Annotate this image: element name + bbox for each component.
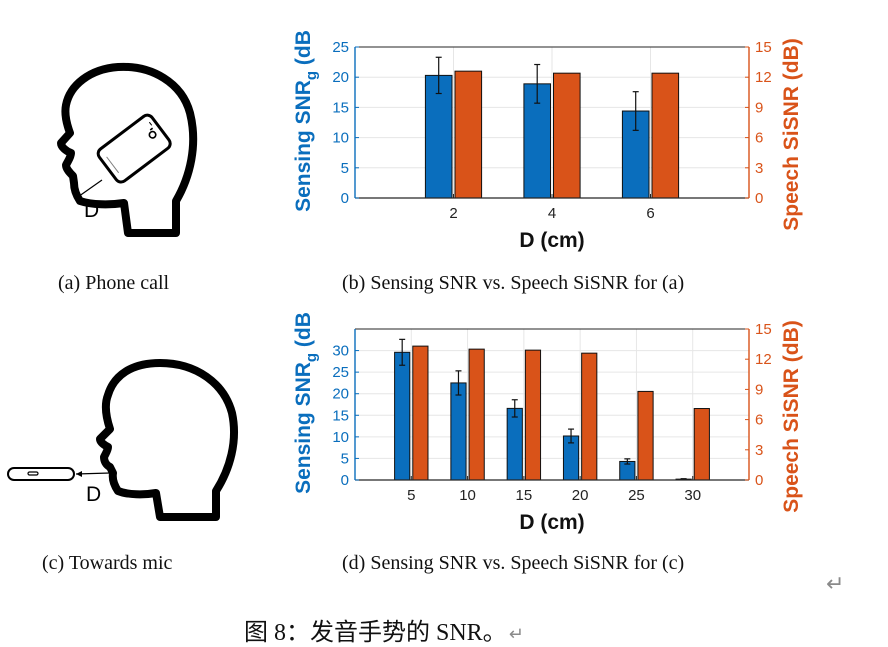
- caption-d: (d) Sensing SNR vs. Speech SiSNR for (c): [342, 552, 685, 574]
- distance-label: D: [84, 199, 99, 222]
- x-tick-label: 15: [516, 487, 533, 504]
- distance-marker: [74, 179, 103, 200]
- figure-caption-text: 图 8：发音手势的 SNR。: [244, 620, 507, 646]
- x-tick-label: 30: [684, 487, 701, 504]
- x-tick-label: 5: [407, 487, 415, 504]
- y-right-tick-label: 3: [755, 160, 763, 177]
- sensing-snr-bar: [424, 74, 453, 199]
- speech-sisnr-bar: [553, 72, 581, 199]
- speech-sisnr-bar: [651, 72, 680, 199]
- y-left-axis-label: Sensing SNRg (dB): [292, 312, 320, 494]
- y-left-tick-label: 20: [332, 69, 349, 86]
- y-left-tick-label: 20: [332, 386, 349, 403]
- y-right-tick-label: 12: [755, 69, 772, 86]
- y-right-tick-label: 9: [755, 381, 763, 398]
- return-mark-icon: ↵: [826, 572, 845, 597]
- x-tick-label: 4: [548, 205, 556, 222]
- x-tick-label: 25: [628, 487, 645, 504]
- sensing-snr-bar: [450, 382, 467, 481]
- x-axis-label: D (cm): [519, 229, 584, 252]
- y-right-tick-label: 6: [755, 412, 763, 429]
- y-left-tick-label: 10: [332, 130, 349, 147]
- y-right-tick-label: 12: [755, 351, 772, 368]
- y-right-tick-label: 15: [755, 321, 772, 338]
- speech-sisnr-bar: [637, 390, 654, 481]
- arrow-head-icon: [76, 471, 82, 477]
- head-outline-icon: [57, 62, 198, 237]
- head-outline-icon: [96, 359, 238, 521]
- y-left-tick-label: 0: [341, 472, 349, 489]
- x-axis-label: D (cm): [519, 511, 584, 534]
- y-left-tick-label: 25: [332, 364, 349, 381]
- speech-sisnr-bar: [581, 352, 598, 481]
- speech-sisnr-bar: [524, 349, 542, 481]
- return-mark-icon: ↵: [508, 624, 524, 645]
- speech-sisnr-bar: [468, 348, 485, 481]
- y-left-tick-label: 10: [332, 429, 349, 446]
- y-left-tick-label: 15: [332, 99, 349, 116]
- x-tick-label: 20: [572, 487, 589, 504]
- caption-a: (a) Phone call: [58, 272, 170, 294]
- y-right-axis-label: Speech SiSNR (dB): [780, 320, 803, 513]
- x-tick-label: 6: [646, 205, 654, 222]
- y-left-tick-label: 30: [332, 343, 349, 360]
- speech-sisnr-bar: [693, 408, 710, 481]
- y-right-tick-label: 9: [755, 99, 763, 116]
- phone-call-illustration: D: [57, 62, 198, 237]
- phone-icon: [96, 113, 172, 184]
- caption-c: (c) Towards mic: [42, 552, 173, 574]
- figure-caption: 图 8：发音手势的 SNR。 ↵: [244, 612, 524, 647]
- sensing-snr-bar: [506, 407, 523, 481]
- speech-sisnr-bar: [454, 70, 483, 199]
- y-right-tick-label: 3: [755, 442, 763, 459]
- x-tick-label: 2: [449, 205, 457, 222]
- y-left-tick-label: 15: [332, 407, 349, 424]
- y-left-axis-label: Sensing SNRg (dB): [292, 30, 320, 212]
- y-left-tick-label: 0: [341, 190, 349, 207]
- chart-d: 5 10 15 20 25 30 0 5 10 15 20 25 30 0 3 6 9 12 15 D (cm) Sen…: [292, 312, 803, 534]
- y-left-tick-label: 5: [341, 450, 349, 467]
- y-right-axis-label: Speech SiSNR (dB): [780, 38, 803, 231]
- y-right-tick-label: 0: [755, 472, 763, 489]
- y-left-tick-label: 25: [332, 39, 349, 56]
- towards-mic-illustration: D: [7, 359, 238, 521]
- caption-b: (b) Sensing SNR vs. Speech SiSNR for (a): [342, 272, 685, 294]
- y-right-tick-label: 6: [755, 130, 763, 147]
- speech-sisnr-bar: [412, 345, 429, 481]
- y-left-tick-label: 5: [341, 160, 349, 177]
- phone-icon: [7, 467, 75, 481]
- x-tick-label: 10: [459, 487, 476, 504]
- y-right-tick-label: 0: [755, 190, 763, 207]
- sensing-snr-bar: [394, 351, 411, 481]
- y-right-tick-label: 15: [755, 39, 772, 56]
- phone-slot-icon: [27, 471, 39, 476]
- chart-b: 2 4 6 0 5 10 15 20 25 0 3 6 9 12 15 D (cm) Sensing SNRg …: [292, 30, 803, 252]
- distance-label: D: [86, 483, 101, 506]
